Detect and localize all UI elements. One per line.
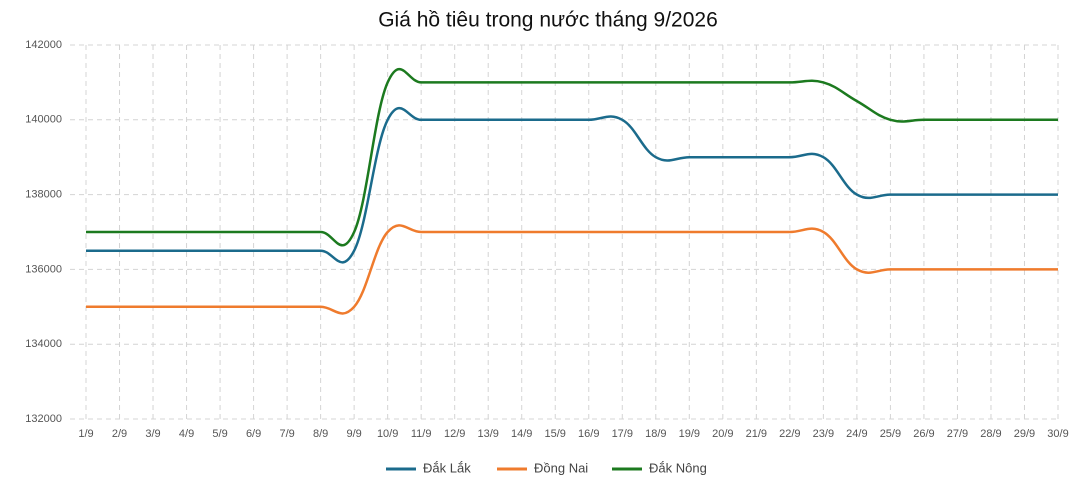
x-tick-label: 15/9: [545, 428, 566, 440]
x-tick-label: 26/9: [913, 428, 934, 440]
x-tick-label: 22/9: [779, 428, 800, 440]
y-tick-label: 134000: [25, 338, 62, 350]
x-tick-label: 16/9: [578, 428, 599, 440]
x-tick-label: 18/9: [645, 428, 666, 440]
legend-label: Đắk Nông: [649, 460, 707, 475]
chart-title: Giá hồ tiêu trong nước tháng 9/2026: [378, 9, 718, 32]
x-tick-label: 10/9: [377, 428, 398, 440]
y-tick-label: 142000: [25, 39, 62, 51]
x-tick-label: 17/9: [612, 428, 633, 440]
x-tick-label: 8/9: [313, 428, 328, 440]
x-tick-label: 5/9: [212, 428, 227, 440]
y-tick-label: 136000: [25, 263, 62, 275]
x-tick-label: 30/9: [1047, 428, 1068, 440]
x-tick-label: 2/9: [112, 428, 127, 440]
x-tick-label: 23/9: [813, 428, 834, 440]
x-tick-label: 20/9: [712, 428, 733, 440]
x-tick-label: 19/9: [679, 428, 700, 440]
line-series: [86, 106, 1058, 264]
x-tick-label: 29/9: [1014, 428, 1035, 440]
x-tick-label: 6/9: [246, 428, 261, 440]
x-tick-label: 1/9: [78, 428, 93, 440]
legend-label: Đắk Lắk: [423, 460, 471, 475]
x-tick-label: 12/9: [444, 428, 465, 440]
x-tick-label: 4/9: [179, 428, 194, 440]
x-tick-label: 7/9: [279, 428, 294, 440]
y-tick-label: 132000: [25, 413, 62, 425]
x-tick-label: 24/9: [846, 428, 867, 440]
x-tick-label: 13/9: [477, 428, 498, 440]
y-tick-label: 138000: [25, 189, 62, 201]
line-series: [85, 67, 1058, 247]
line-series: [86, 224, 1058, 315]
x-tick-label: 28/9: [980, 428, 1001, 440]
x-tick-label: 3/9: [145, 428, 160, 440]
x-tick-label: 21/9: [746, 428, 767, 440]
x-tick-label: 25/9: [880, 428, 901, 440]
x-tick-label: 27/9: [947, 428, 968, 440]
x-tick-label: 14/9: [511, 428, 532, 440]
x-tick-label: 11/9: [411, 428, 432, 440]
x-tick-label: 9/9: [346, 428, 361, 440]
legend-label: Đồng Nai: [534, 460, 588, 475]
y-tick-label: 140000: [25, 114, 62, 126]
